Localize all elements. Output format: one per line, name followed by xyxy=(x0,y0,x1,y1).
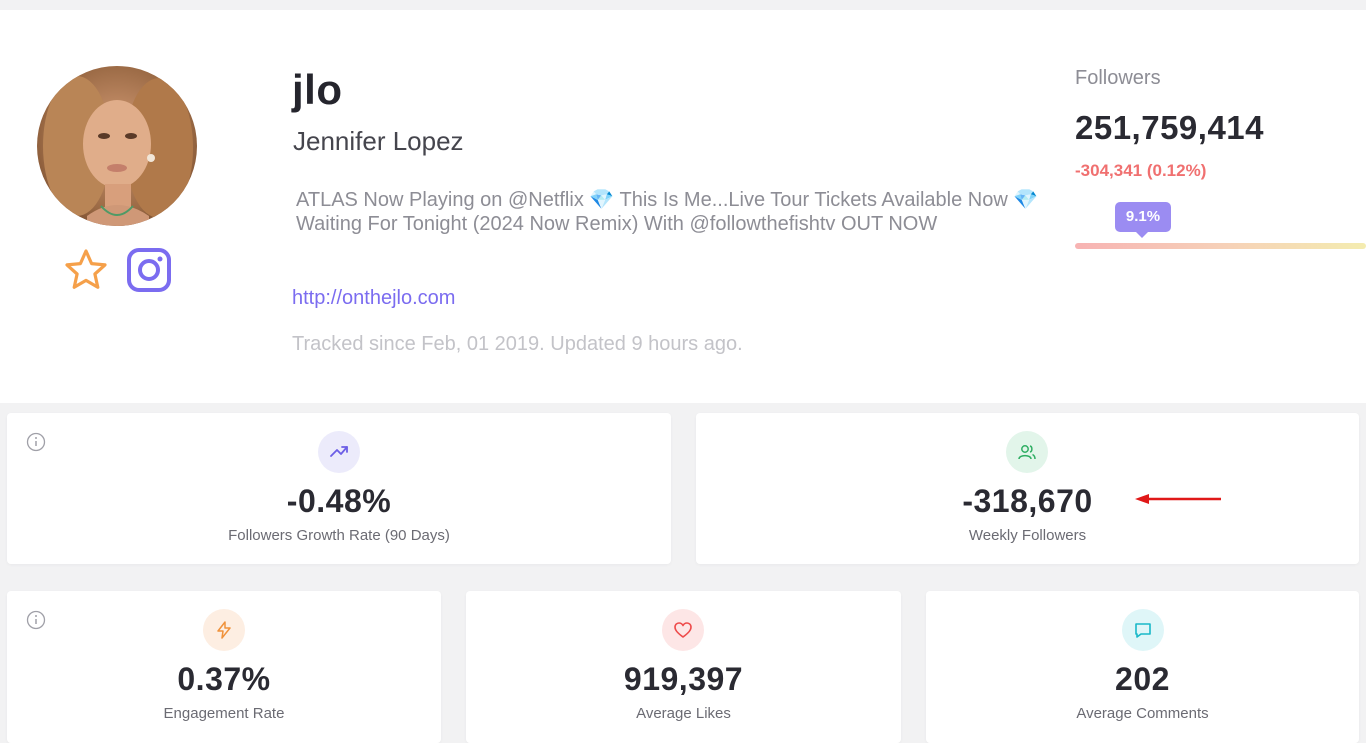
tracked-since-text: Tracked since Feb, 01 2019. Updated 9 ho… xyxy=(292,333,743,355)
engagement-rate-label: Engagement Rate xyxy=(163,705,285,722)
average-likes-value: 919,397 xyxy=(623,661,744,697)
users-icon xyxy=(1006,431,1048,473)
star-icon[interactable] xyxy=(62,246,110,294)
engagement-rate-value: 0.37% xyxy=(177,661,271,697)
comment-icon xyxy=(1122,609,1164,651)
username: jlo xyxy=(292,66,343,113)
avatar xyxy=(37,66,197,226)
followers-label: Followers xyxy=(1075,67,1161,89)
full-name: Jennifer Lopez xyxy=(293,126,464,156)
average-comments-value: 202 xyxy=(1115,661,1170,697)
annotation-arrow xyxy=(1133,491,1225,507)
growth-rate-card: -0.48% Followers Growth Rate (90 Days) xyxy=(7,413,671,564)
heart-icon xyxy=(662,609,704,651)
website-link[interactable]: http://onthejlo.com xyxy=(292,287,456,309)
average-likes-card: 919,397 Average Likes xyxy=(466,591,901,743)
info-icon[interactable] xyxy=(26,432,46,452)
weekly-followers-label: Weekly Followers xyxy=(968,527,1087,544)
followers-progress-bar xyxy=(1075,243,1366,249)
average-comments-card: 202 Average Comments xyxy=(926,591,1359,743)
growth-rate-value: -0.48% xyxy=(286,483,392,519)
info-icon[interactable] xyxy=(26,610,46,630)
average-likes-label: Average Likes xyxy=(636,705,731,722)
followers-count: 251,759,414 xyxy=(1075,109,1265,146)
followers-bar-marker: 9.1% xyxy=(1115,202,1171,232)
trending-up-icon xyxy=(318,431,360,473)
lightning-icon xyxy=(203,609,245,651)
growth-rate-label: Followers Growth Rate (90 Days) xyxy=(228,527,450,544)
bio: ATLAS Now Playing on @Netflix 💎 This Is … xyxy=(296,189,1039,235)
average-comments-label: Average Comments xyxy=(1076,705,1209,722)
weekly-followers-card: -318,670 Weekly Followers xyxy=(696,413,1359,564)
followers-change: -304,341 (0.12%) xyxy=(1075,161,1207,180)
engagement-rate-card: 0.37% Engagement Rate xyxy=(7,591,441,743)
followers-bar-marker-tail xyxy=(1136,232,1148,238)
weekly-followers-value: -318,670 xyxy=(962,483,1093,519)
instagram-icon[interactable] xyxy=(125,246,173,294)
